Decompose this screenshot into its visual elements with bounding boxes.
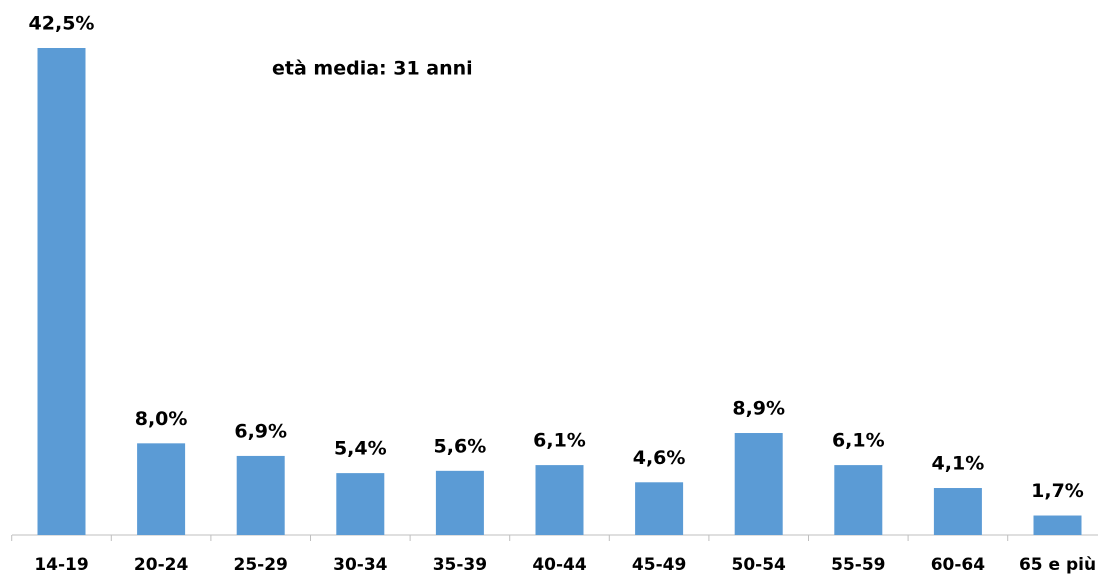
- value-label: 6,1%: [533, 430, 586, 452]
- x-tick-label: 60-64: [931, 555, 986, 575]
- value-label: 8,9%: [732, 398, 785, 420]
- value-label: 8,0%: [135, 408, 188, 430]
- x-tick-label: 45-49: [632, 555, 686, 575]
- bar: [435, 470, 484, 535]
- x-tick-label: 55-59: [831, 555, 885, 575]
- x-tick-label: 35-39: [433, 555, 487, 575]
- value-label: 6,1%: [832, 430, 885, 452]
- bar: [635, 482, 684, 535]
- bar: [236, 455, 285, 535]
- value-label: 5,6%: [434, 435, 487, 457]
- bar: [137, 443, 186, 535]
- x-tick-label: 65 e più: [1019, 555, 1096, 575]
- bar: [336, 473, 385, 535]
- bar: [1033, 515, 1082, 535]
- x-tick-label: 25-29: [234, 555, 288, 575]
- value-label: 1,7%: [1031, 480, 1084, 502]
- value-label: 4,1%: [932, 453, 985, 475]
- bar: [834, 465, 883, 535]
- value-label: 4,6%: [633, 447, 686, 469]
- x-tick-label: 20-24: [134, 555, 189, 575]
- x-tick-label: 50-54: [732, 555, 787, 575]
- bar: [734, 433, 783, 535]
- value-label: 6,9%: [234, 420, 287, 442]
- bar: [933, 488, 982, 535]
- bar: [37, 48, 86, 535]
- value-label: 5,4%: [334, 438, 387, 460]
- value-label: 42,5%: [29, 13, 95, 35]
- x-tick-label: 40-44: [532, 555, 587, 575]
- annotation: età media: 31 anni: [272, 58, 473, 80]
- x-tick-label: 30-34: [333, 555, 388, 575]
- bar: [535, 465, 584, 535]
- x-tick-label: 14-19: [34, 555, 88, 575]
